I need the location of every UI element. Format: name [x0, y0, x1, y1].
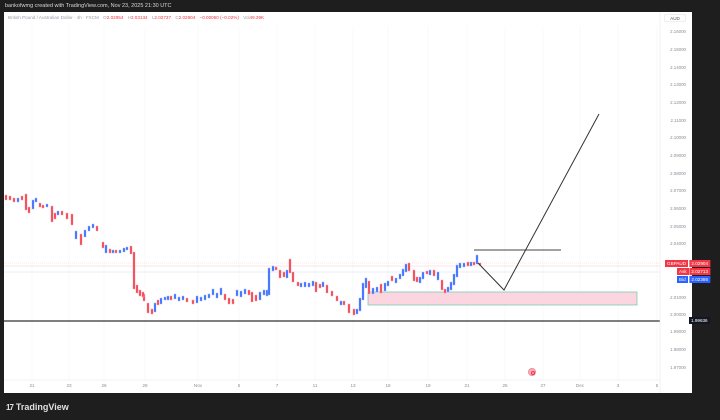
candles [4, 193, 482, 316]
price-tick: 2.00000 [670, 312, 686, 317]
time-tick: 7 [275, 383, 279, 388]
chart-panel[interactable] [4, 12, 692, 393]
price-tick: 1.97000 [670, 365, 686, 370]
chart-credit-header: bankofwmg created with TradingView.com, … [0, 0, 720, 12]
time-tick: 16 [385, 383, 391, 388]
demand-zone-rectangle [367, 291, 638, 306]
time-tick: 13 [350, 383, 356, 388]
price-tick: 2.12000 [670, 100, 686, 105]
price-tick: 2.09000 [670, 153, 686, 158]
time-tick: 29 [142, 383, 148, 388]
time-tick: 27 [540, 383, 546, 388]
open-value: 2.02954 [106, 15, 124, 20]
bid-tag-value: 2.02386 [689, 276, 710, 283]
time-tick: 21 [464, 383, 470, 388]
time-tick: Dec [575, 383, 585, 388]
currency-button[interactable]: AUD [664, 14, 686, 22]
created-text: bankofwmg created with TradingView.com, … [5, 3, 172, 9]
price-tick: 2.16000 [670, 29, 686, 34]
price-tick: 2.05000 [670, 224, 686, 229]
price-tick: 2.07000 [670, 188, 686, 193]
price-tick: 1.98000 [670, 347, 686, 352]
change-value: −0.00050 (−0.02%) [199, 15, 239, 20]
price-tick: 1.99000 [670, 329, 686, 334]
price-tick: 2.10000 [670, 135, 686, 140]
time-tick: 5 [655, 383, 659, 388]
time-tick: 26 [101, 383, 107, 388]
symbol-description: British Pound / Australian Dollar · 4h ·… [8, 15, 99, 20]
time-tick: 19 [425, 383, 431, 388]
time-tick: 23 [66, 383, 72, 388]
price-tick: 2.13000 [670, 82, 686, 87]
bid-tag-label: Bid [677, 276, 688, 283]
time-tick: 3 [616, 383, 620, 388]
price-tick: 2.15000 [670, 47, 686, 52]
time-tick: Nov [193, 383, 203, 388]
projection-path [477, 113, 600, 291]
horizontal-line-price-tag: 1.99636 [689, 317, 710, 324]
close-value: 2.02904 [178, 15, 196, 20]
low-value: 2.02737 [154, 15, 172, 20]
brand-name: TradingView [15, 402, 69, 412]
price-tick: 2.04000 [670, 241, 686, 246]
symbol-legend: British Pound / Australian Dollar · 4h ·… [8, 15, 265, 20]
price-tick: 2.01000 [670, 295, 686, 300]
price-tick: 2.06000 [670, 206, 686, 211]
tradingview-logo-icon: 17 [6, 402, 14, 412]
time-tick: 11 [312, 383, 318, 388]
grid-lines [31, 26, 658, 380]
price-tick: 2.08000 [670, 171, 686, 176]
price-tick: 2.14000 [670, 65, 686, 70]
symbol-price-tag-value: 2.02904 [689, 260, 710, 267]
high-value: 2.03134 [130, 15, 148, 20]
tradingview-logo[interactable]: 17 TradingView [6, 402, 69, 412]
ask-tag-label: Ask [677, 268, 689, 275]
volume-value: 49.39K [249, 15, 265, 20]
time-tick: 25 [502, 383, 508, 388]
price-tick: 2.11000 [670, 118, 686, 123]
footer-bar [0, 393, 720, 420]
symbol-price-tag-label: GBPAUD [665, 260, 689, 267]
alert-clock-icon[interactable] [528, 368, 536, 376]
time-tick: 21 [29, 383, 35, 388]
ask-tag-value: 2.02713 [689, 268, 710, 275]
time-tick: 5 [237, 383, 241, 388]
